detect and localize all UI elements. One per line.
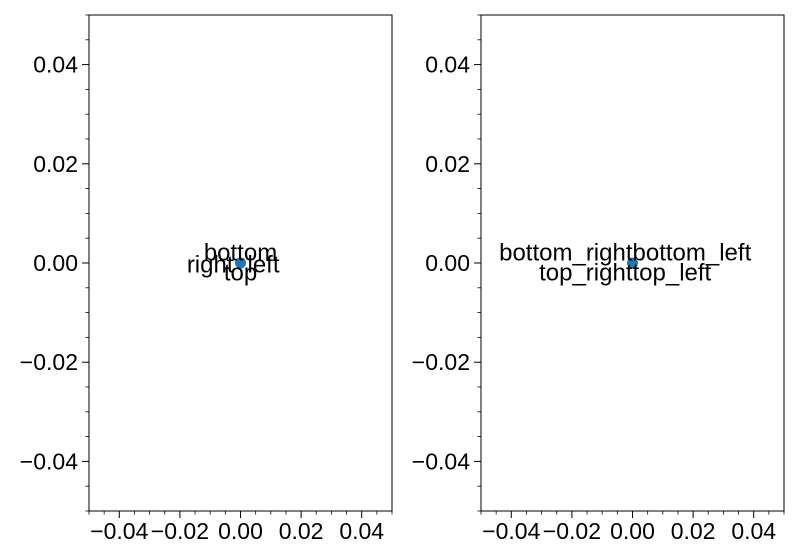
x-tick-label: 0.00 bbox=[218, 518, 263, 544]
y-tick-label: −0.04 bbox=[20, 448, 78, 474]
annotation-bottom-left: bottom_left bbox=[633, 239, 752, 266]
y-tick-label: −0.02 bbox=[20, 349, 78, 375]
left-subplot: −0.04 −0.02 0.00 0.02 0.04−0.04−0.020.000.02… bbox=[20, 14, 393, 544]
scatter-point bbox=[235, 257, 246, 269]
y-tick-label: 0.04 bbox=[33, 52, 78, 78]
y-tick-label: −0.04 bbox=[412, 448, 470, 474]
y-tick-label: 0.00 bbox=[425, 250, 470, 276]
x-tick-label: −0.04 bbox=[482, 518, 540, 544]
scatter-point bbox=[627, 257, 638, 269]
annotation-top-left: top_left bbox=[633, 259, 712, 286]
annotation-bottom: bottom bbox=[204, 239, 277, 266]
y-tick-label: 0.00 bbox=[33, 250, 78, 276]
right-subplot: −0.04 −0.02 0.00 0.02 0.04−0.04−0.020.000.02… bbox=[412, 14, 785, 544]
annotation-top-right: top_right bbox=[539, 259, 633, 286]
x-tick-label: −0.02 bbox=[151, 518, 209, 544]
x-tick-label: 0.04 bbox=[339, 518, 384, 544]
annotation-top: top bbox=[224, 259, 257, 286]
x-tick-label: 0.00 bbox=[610, 518, 655, 544]
y-tick-label: −0.02 bbox=[412, 349, 470, 375]
x-tick-label: 0.04 bbox=[731, 518, 776, 544]
x-tick-label: 0.02 bbox=[671, 518, 716, 544]
y-tick-label: 0.02 bbox=[425, 151, 470, 177]
x-tick-label: −0.02 bbox=[543, 518, 601, 544]
x-tick-label: 0.02 bbox=[279, 518, 324, 544]
annotation-bottom-right: bottom_right bbox=[499, 239, 633, 266]
y-tick-label: 0.02 bbox=[33, 151, 78, 177]
annotation-right: right bbox=[187, 251, 234, 278]
y-tick-label: 0.04 bbox=[425, 52, 470, 78]
x-tick-label: −0.04 bbox=[90, 518, 148, 544]
annotation-left: left bbox=[248, 251, 280, 278]
